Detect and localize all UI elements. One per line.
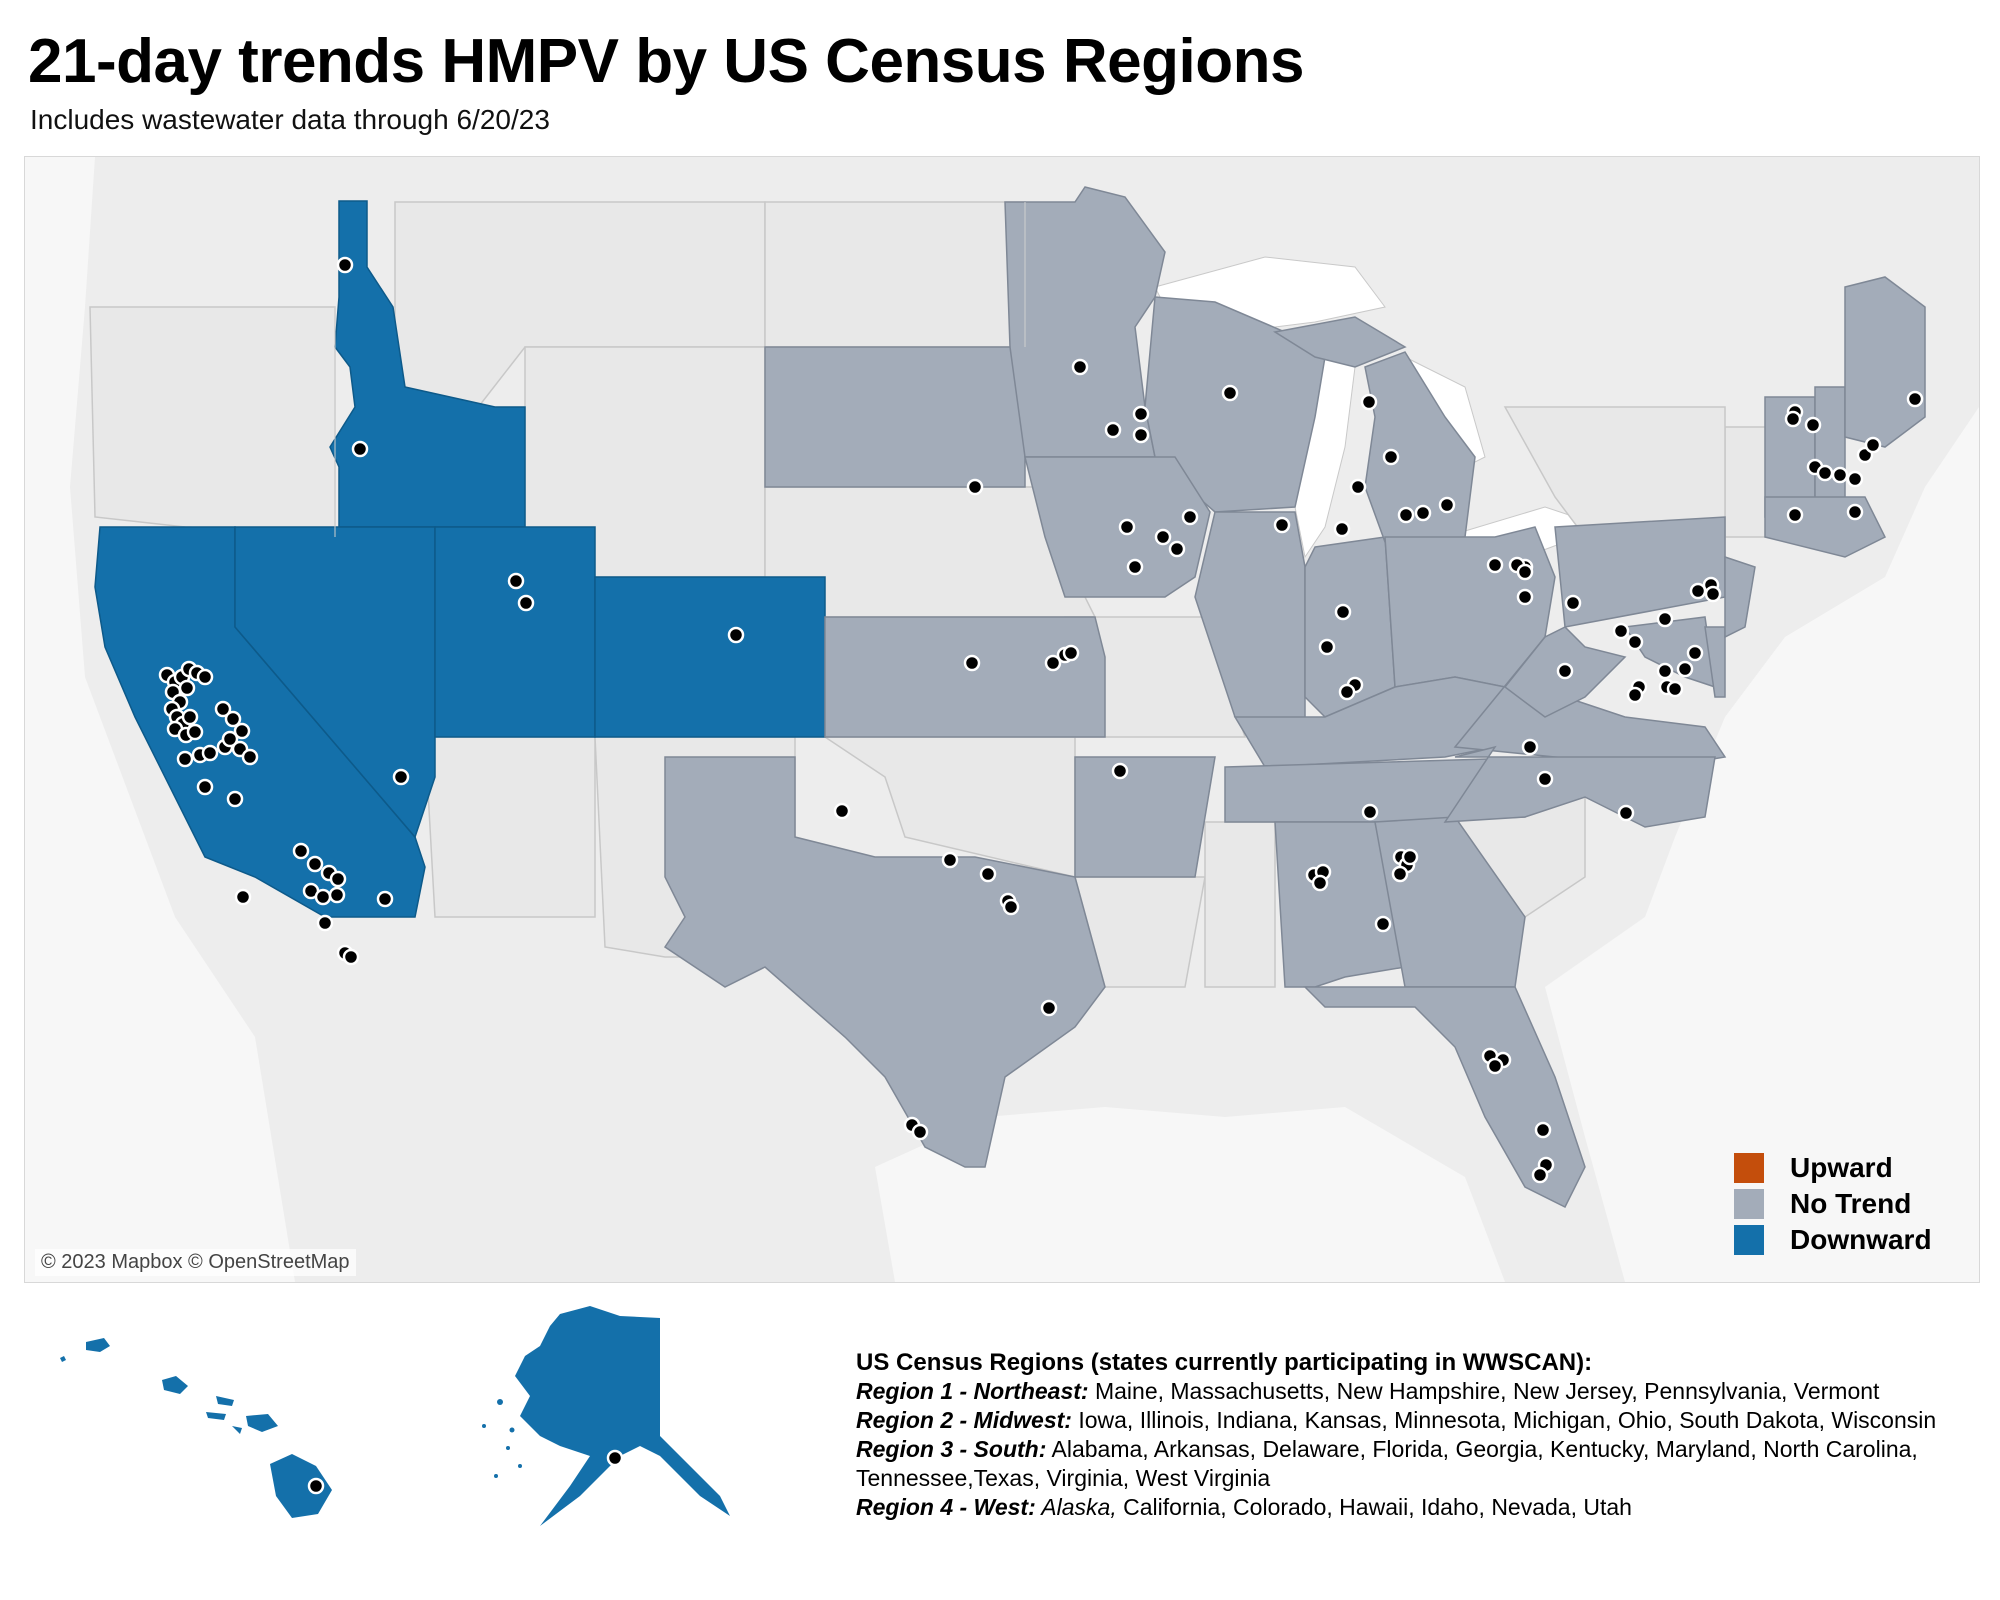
legend-swatch-no-trend: [1734, 1189, 1764, 1219]
legend-swatch-downward: [1734, 1225, 1764, 1255]
state-texas: [663, 756, 1106, 1168]
region-4-line: Region 4 - West: Alaska, California, Col…: [856, 1493, 1986, 1522]
atlantic-ocean: [1545, 407, 1979, 1282]
page-subtitle: Includes wastewater data through 6/20/23: [30, 104, 550, 135]
hawaii-inset-map[interactable]: [56, 1330, 356, 1530]
region-4-name: Region 4 - West:: [856, 1494, 1036, 1520]
region-4-states: California, Colorado, Hawaii, Idaho, Nev…: [1116, 1494, 1632, 1520]
state-minnesota: [1004, 186, 1166, 458]
state-arkansas: [1074, 756, 1216, 878]
downward-states: [94, 200, 826, 918]
legend: Upward No Trend Downward: [1734, 1150, 1932, 1258]
regions-heading: US Census Regions (states currently part…: [856, 1349, 1593, 1376]
alaska-shape: [515, 1306, 730, 1526]
region-3-name: Region 3 - South:: [856, 1436, 1047, 1462]
main-map[interactable]: © 2023 Mapbox © OpenStreetMap: [24, 156, 1980, 1283]
state-iowa: [1024, 456, 1211, 598]
region-3-states: Alabama, Arkansas, Delaware, Florida, Ge…: [1046, 1436, 1918, 1462]
legend-item-upward: Upward: [1734, 1150, 1932, 1186]
region-3-line-cont: Tennessee,Texas, Virginia, West Virginia: [856, 1465, 1271, 1491]
region-4-alaska: Alaska,: [1035, 1494, 1117, 1520]
alaska-inset-map[interactable]: [460, 1306, 740, 1536]
region-2-line: Region 2 - Midwest: Iowa, Illinois, Indi…: [856, 1406, 1986, 1435]
legend-label: No Trend: [1790, 1188, 1912, 1219]
region-1-line: Region 1 - Northeast: Maine, Massachuset…: [856, 1377, 1986, 1406]
state-new-hampshire: [1814, 386, 1846, 508]
pacific-ocean: [25, 157, 295, 1282]
state-wisconsin: [1144, 296, 1326, 513]
state-north-dakota: [764, 201, 1026, 348]
state-maine: [1844, 276, 1926, 448]
state-utah: [434, 526, 596, 738]
state-border-lines: [334, 202, 1026, 537]
state-delaware: [1704, 626, 1726, 698]
site-dots: [158, 256, 1924, 1184]
state-michigan-upper: [1272, 316, 1407, 368]
hawaii-islands: [60, 1338, 332, 1518]
region-1-name: Region 1 - Northeast:: [856, 1378, 1089, 1404]
legend-swatch-upward: [1734, 1153, 1764, 1183]
legend-item-no-trend: No Trend: [1734, 1186, 1932, 1222]
conus-map-svg: [25, 157, 1979, 1282]
state-kansas: [824, 616, 1106, 738]
state-colorado: [594, 576, 826, 738]
hawaii-site-dot: [307, 1477, 325, 1495]
gulf-of-mexico: [875, 1107, 1505, 1282]
state-arizona: [424, 736, 596, 918]
page-title: 21-day trends HMPV by US Census Regions: [28, 27, 1304, 96]
alaska-islands: [482, 1399, 522, 1478]
state-washington-oregon: [89, 306, 336, 539]
state-north-carolina: [1443, 745, 1716, 828]
legend-label: Downward: [1790, 1224, 1932, 1255]
region-2-states: Iowa, Illinois, Indiana, Kansas, Minneso…: [1071, 1407, 1937, 1433]
legend-label: Upward: [1790, 1152, 1893, 1183]
region-2-name: Region 2 - Midwest:: [856, 1407, 1072, 1433]
state-new-jersey: [1724, 555, 1756, 639]
state-south-dakota: [764, 346, 1026, 488]
state-florida: [1303, 986, 1586, 1209]
map-attribution: © 2023 Mapbox © OpenStreetMap: [35, 1249, 356, 1276]
region-3-line: Region 3 - South: Alabama, Arkansas, Del…: [856, 1435, 1986, 1464]
census-regions-panel: US Census Regions (states currently part…: [856, 1348, 1986, 1522]
state-mississippi: [1204, 821, 1276, 988]
region-1-states: Maine, Massachusetts, New Hampshire, New…: [1088, 1378, 1880, 1404]
legend-item-downward: Downward: [1734, 1222, 1932, 1258]
alaska-site-dot: [606, 1449, 624, 1467]
no-trend-states: [663, 186, 1926, 1209]
